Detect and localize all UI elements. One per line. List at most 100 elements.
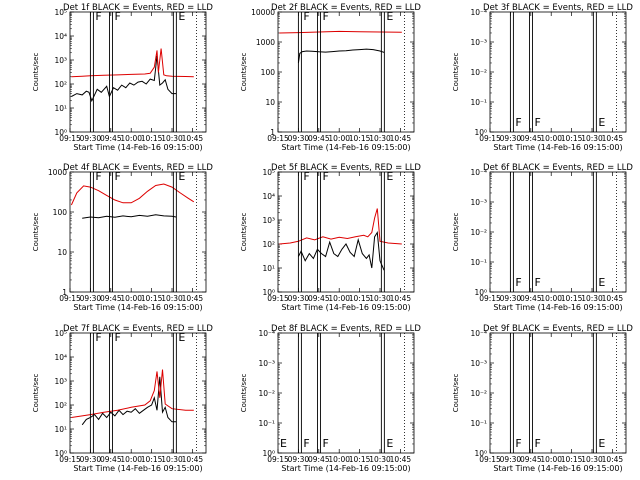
y-tick-label: 10⁻⁴ (258, 329, 275, 338)
x-tick-label: 10:15 (349, 134, 371, 143)
x-tick-label: 09:30 (80, 294, 102, 303)
x-tick-label: 10:00 (328, 455, 350, 464)
x-tick-label: 09:30 (80, 455, 102, 464)
x-tick-label: 10:45 (602, 134, 624, 143)
y-tick-label: 100 (261, 68, 276, 77)
marker-f: F (316, 10, 329, 132)
x-tick-label: 09:45 (100, 134, 122, 143)
x-tick-label: 10:15 (561, 455, 583, 464)
events-series-line (71, 55, 177, 103)
y-tick-label: 1 (62, 288, 67, 297)
x-axis-label: Start Time (14-Feb-16 09:15:00) (281, 143, 410, 152)
x-tick-label: 10:00 (540, 455, 562, 464)
marker-label: F (322, 10, 328, 23)
x-tick-label: 09:15 (59, 134, 81, 143)
x-tick-label: 09:30 (288, 294, 310, 303)
marker-label: F (322, 170, 328, 183)
y-tick-label: 10² (54, 80, 67, 89)
y-tick-label: 10⁻² (258, 389, 275, 398)
detector-panel-1: Det 1f BLACK = Events, RED = LLD Counts/s… (32, 3, 213, 152)
marker-f: F (297, 10, 310, 132)
marker-label: E (598, 437, 605, 450)
marker-label: E (280, 437, 287, 450)
x-tick-label: 10:00 (120, 455, 142, 464)
x-axis-label: Start Time (14-Feb-16 09:15:00) (73, 464, 202, 473)
y-tick-label: 10⁻¹ (470, 258, 487, 267)
x-tick-label: 10:30 (581, 134, 603, 143)
x-tick-label: 09:45 (100, 294, 122, 303)
x-axis-label: Start Time (14-Feb-16 09:15:00) (493, 303, 622, 312)
marker-label: F (534, 276, 540, 289)
marker-label: F (114, 331, 120, 344)
x-tick-label: 10:15 (141, 455, 163, 464)
y-tick-label: 10⁴ (262, 192, 275, 201)
panel-title: Det 7f BLACK = Events, RED = LLD (63, 324, 213, 334)
x-tick-label: 09:15 (59, 294, 81, 303)
y-tick-label: 10⁰ (474, 288, 487, 297)
x-tick-label: 10:30 (161, 294, 183, 303)
x-tick-label: 10:45 (182, 455, 204, 464)
panel-title: Det 8f BLACK = Events, RED = LLD (271, 324, 421, 334)
x-tick-label: 09:45 (520, 294, 542, 303)
x-axis-label: Start Time (14-Feb-16 09:15:00) (281, 464, 410, 473)
marker-f: F (316, 170, 329, 292)
marker-e: E (172, 331, 185, 453)
marker-f: F (509, 12, 522, 132)
y-tick-label: 10⁻¹ (258, 419, 275, 428)
marker-e: E (172, 170, 185, 292)
y-tick-label: 10³ (54, 56, 67, 65)
y-tick-label: 10⁻⁴ (470, 329, 487, 338)
marker-label: E (178, 331, 185, 344)
y-axis-label: Counts/sec (452, 374, 460, 413)
x-tick-label: 10:45 (182, 134, 204, 143)
marker-f: F (509, 172, 522, 292)
x-tick-label: 10:00 (540, 134, 562, 143)
y-tick-label: 10⁻³ (470, 198, 487, 207)
events-series-line (82, 214, 177, 219)
y-tick-label: 100 (53, 208, 68, 217)
detector-panel-5: Det 5f BLACK = Events, RED = LLD Counts/s… (240, 163, 421, 312)
marker-e: E (380, 170, 393, 292)
x-axis-label: Start Time (14-Feb-16 09:15:00) (493, 464, 622, 473)
x-tick-label: 10:15 (349, 455, 371, 464)
x-tick-label: 10:45 (602, 455, 624, 464)
series-line-1 (70, 183, 195, 206)
marker-f: F (528, 12, 541, 132)
detector-panel-7: Det 7f BLACK = Events, RED = LLD Counts/s… (32, 324, 213, 473)
y-axis-label: Counts/sec (240, 374, 248, 413)
marker-f: F (108, 170, 121, 292)
y-tick-label: 1000 (48, 168, 67, 177)
marker-label: F (95, 10, 101, 23)
marker-f: F (297, 333, 310, 453)
y-tick-label: 10¹ (54, 104, 67, 113)
y-axis-label: Counts/sec (240, 53, 248, 92)
x-tick-label: 09:30 (500, 134, 522, 143)
marker-e: E (172, 10, 185, 132)
marker-label: F (515, 276, 521, 289)
y-tick-label: 10⁻³ (258, 359, 275, 368)
x-tick-label: 09:45 (520, 134, 542, 143)
x-tick-label: 10:15 (141, 134, 163, 143)
x-tick-label: 10:30 (369, 294, 391, 303)
panel-title: Det 6f BLACK = Events, RED = LLD (483, 163, 633, 173)
x-tick-label: 10:30 (161, 455, 183, 464)
marker-e: E (380, 10, 393, 132)
marker-label: F (515, 116, 521, 129)
marker-label: F (303, 170, 309, 183)
y-tick-label: 10⁰ (262, 288, 275, 297)
marker-label: F (114, 10, 120, 23)
series-line-1 (279, 208, 402, 245)
series-line-1 (71, 48, 194, 78)
x-tick-label: 10:30 (369, 455, 391, 464)
y-tick-label: 10⁴ (54, 32, 67, 41)
y-tick-label: 10⁴ (54, 353, 67, 362)
y-tick-label: 10⁻³ (470, 38, 487, 47)
plot-frame (69, 171, 207, 293)
marker-label: E (178, 170, 185, 183)
marker-label: E (386, 10, 393, 23)
x-tick-label: 09:45 (520, 455, 542, 464)
y-tick-label: 10³ (262, 216, 275, 225)
x-tick-label: 09:15 (479, 134, 501, 143)
marker-label: F (303, 437, 309, 450)
y-tick-label: 10² (54, 401, 67, 410)
